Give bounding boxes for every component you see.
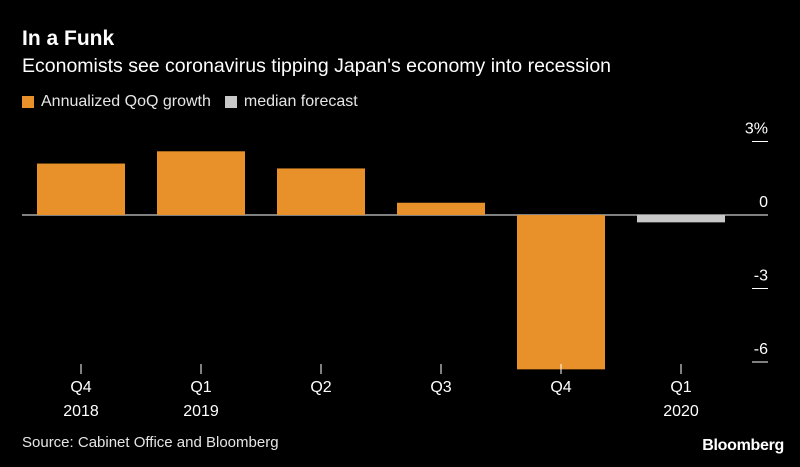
bar-growth (37, 163, 125, 215)
x-tick-label: Q1 (670, 379, 691, 396)
legend: Annualized QoQ growth median forecast (22, 93, 372, 111)
y-tick-label: -3 (754, 268, 768, 285)
chart-title: In a Funk (22, 27, 115, 50)
x-tick-label: Q1 (190, 379, 211, 396)
y-tick-label: -6 (754, 341, 768, 358)
x-tick-label: Q3 (430, 379, 451, 396)
bar-growth (397, 202, 485, 215)
chart-subtitle: Economists see coronavirus tipping Japan… (22, 55, 612, 77)
bar-forecast (637, 215, 725, 223)
bar-growth (277, 168, 365, 215)
x-tick-year-label: 2018 (63, 403, 99, 420)
legend-label-growth: Annualized QoQ growth (41, 93, 211, 110)
legend-label-forecast: median forecast (243, 93, 358, 110)
legend-item-growth: Annualized QoQ growth (22, 93, 211, 111)
bar-growth (157, 151, 245, 215)
legend-swatch-growth (22, 96, 34, 108)
bar-growth (517, 215, 605, 370)
x-tick-label: Q4 (550, 379, 571, 396)
source-note: Source: Cabinet Office and Bloomberg (22, 434, 279, 451)
x-tick-label: Q4 (70, 379, 91, 396)
legend-swatch-forecast (224, 96, 237, 108)
y-tick-label: 3% (745, 121, 768, 138)
x-tick-label: Q2 (310, 379, 331, 396)
legend-item-forecast: median forecast (224, 93, 358, 111)
x-tick-year-label: 2020 (663, 403, 699, 420)
y-tick-label: 0 (759, 194, 768, 211)
brand-logo: Bloomberg (702, 437, 784, 454)
x-tick-year-label: 2019 (183, 403, 219, 420)
